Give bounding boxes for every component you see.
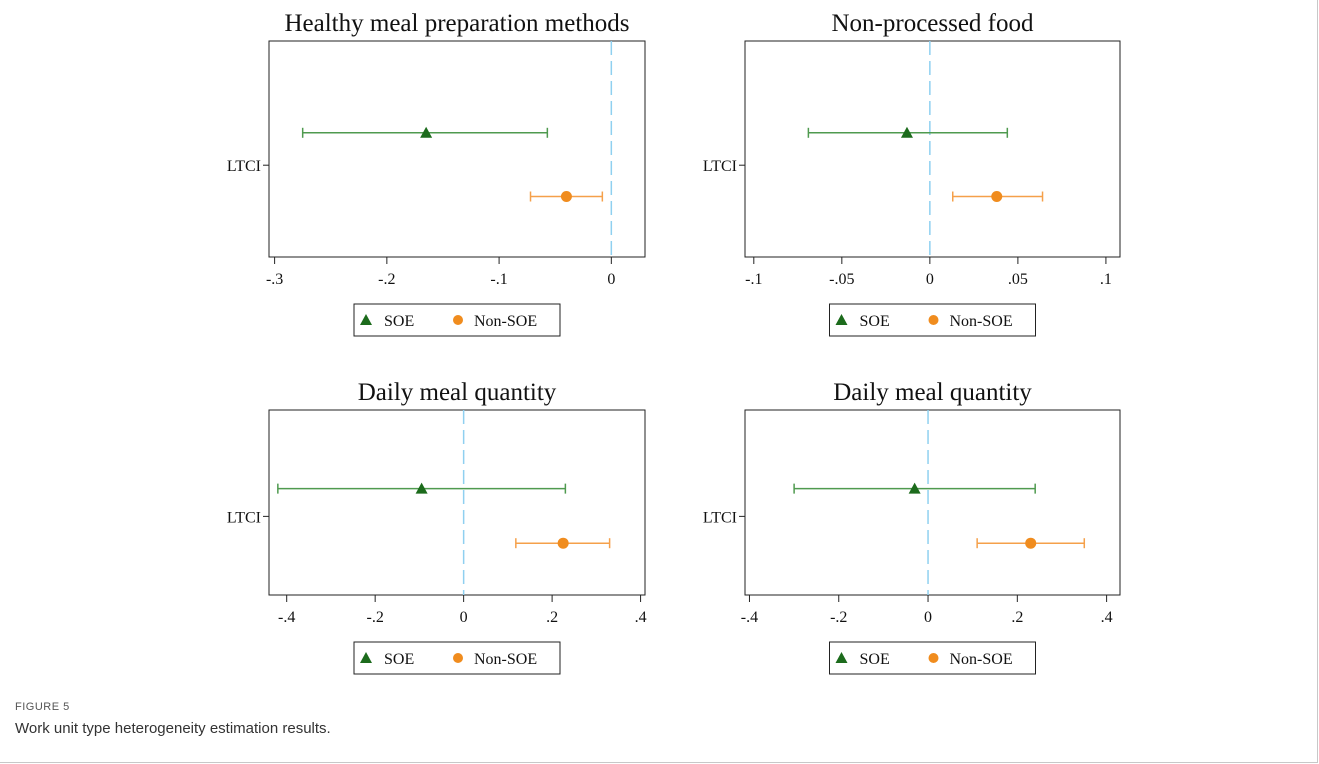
chart-title: Daily meal quantity xyxy=(358,379,557,406)
chart-panel-3: Daily meal quantity LTCI -.4 -.2 0 .2 .4 SOE Non… xyxy=(227,379,647,675)
legend: SOE Non-SOE xyxy=(353,641,561,675)
x-tick-label: .2 xyxy=(1011,609,1023,626)
x-tick-label: .05 xyxy=(1008,271,1028,288)
figure-label: FIGURE 5 xyxy=(15,701,70,713)
legend-label-non-soe: Non-SOE xyxy=(950,313,1013,330)
plot-area xyxy=(744,409,1121,596)
legend-marker-non-soe xyxy=(928,653,939,663)
plot-area xyxy=(744,40,1121,258)
plot-area xyxy=(268,40,646,258)
point-estimate-marker xyxy=(420,126,433,138)
x-tick-label: -.2 xyxy=(367,609,384,626)
x-tick-label: 0 xyxy=(607,271,615,288)
series-non-soe xyxy=(951,191,1044,203)
legend-marker-non-soe xyxy=(453,653,463,663)
legend-marker-non-soe xyxy=(453,315,463,325)
x-tick-label: -.1 xyxy=(490,271,507,288)
chart-title: Non-processed food xyxy=(831,10,1034,37)
legend-label-soe: SOE xyxy=(860,313,890,330)
x-tick-label: .4 xyxy=(1101,609,1113,626)
series-soe xyxy=(793,482,1036,494)
legend-marker-soe xyxy=(360,652,372,663)
point-estimate-marker xyxy=(1025,537,1037,549)
y-tick-label: LTCI xyxy=(227,158,261,175)
legend: SOE Non-SOE xyxy=(829,303,1036,337)
figure-caption: Work unit type heterogeneity estimation … xyxy=(15,720,331,737)
x-tick-label: -.2 xyxy=(830,609,847,626)
x-tick-label: 0 xyxy=(924,609,932,626)
legend-label-soe: SOE xyxy=(384,651,414,668)
point-estimate-marker xyxy=(900,126,913,138)
chart-panel-4: Daily meal quantity LTCI -.4 -.2 0 .2 .4 SOE Non… xyxy=(703,379,1121,675)
legend-label-soe: SOE xyxy=(384,313,414,330)
chart-title: Daily meal quantity xyxy=(833,379,1032,406)
x-tick-label: -.4 xyxy=(278,609,295,626)
x-tick-label: .2 xyxy=(546,609,558,626)
legend-marker-non-soe xyxy=(928,315,939,325)
series-soe xyxy=(807,126,1009,138)
x-tick-label: -.3 xyxy=(266,271,283,288)
series-soe xyxy=(277,482,567,494)
x-tick-label: -.2 xyxy=(378,271,395,288)
series-non-soe xyxy=(529,191,604,203)
legend-label-soe: SOE xyxy=(860,651,890,668)
point-estimate-marker xyxy=(991,191,1003,203)
series-soe xyxy=(301,126,549,138)
legend: SOE Non-SOE xyxy=(829,641,1036,675)
series-non-soe xyxy=(515,537,611,549)
plot-area xyxy=(268,409,646,596)
y-tick-label: LTCI xyxy=(703,158,737,175)
point-estimate-marker xyxy=(557,537,569,549)
chart-panel-2: Non-processed food LTCI -.1 -.05 0 .05 .1 SOE No… xyxy=(703,10,1121,337)
point-estimate-marker xyxy=(908,482,921,494)
legend: SOE Non-SOE xyxy=(353,303,561,337)
x-tick-label: -.05 xyxy=(829,271,854,288)
figure-plots: Healthy meal preparation methods LTCI -.3 -… xyxy=(227,10,1121,675)
chart-panel-1: Healthy meal preparation methods LTCI -.3 -… xyxy=(227,10,646,337)
legend-label-non-soe: Non-SOE xyxy=(950,651,1013,668)
legend-marker-soe xyxy=(835,652,848,663)
x-tick-label: .1 xyxy=(1100,271,1112,288)
y-tick-label: LTCI xyxy=(227,509,261,526)
x-tick-label: 0 xyxy=(926,271,934,288)
x-tick-label: -.4 xyxy=(741,609,758,626)
legend-marker-soe xyxy=(835,314,848,325)
x-tick-label: 0 xyxy=(460,609,468,626)
x-tick-label: -.1 xyxy=(745,271,762,288)
x-tick-label: .4 xyxy=(635,609,647,626)
legend-label-non-soe: Non-SOE xyxy=(474,313,537,330)
legend-label-non-soe: Non-SOE xyxy=(474,651,537,668)
chart-title: Healthy meal preparation methods xyxy=(284,10,629,37)
point-estimate-marker xyxy=(560,191,572,203)
series-non-soe xyxy=(976,537,1086,549)
y-tick-label: LTCI xyxy=(703,509,737,526)
point-estimate-marker xyxy=(415,482,428,494)
legend-marker-soe xyxy=(360,314,372,325)
